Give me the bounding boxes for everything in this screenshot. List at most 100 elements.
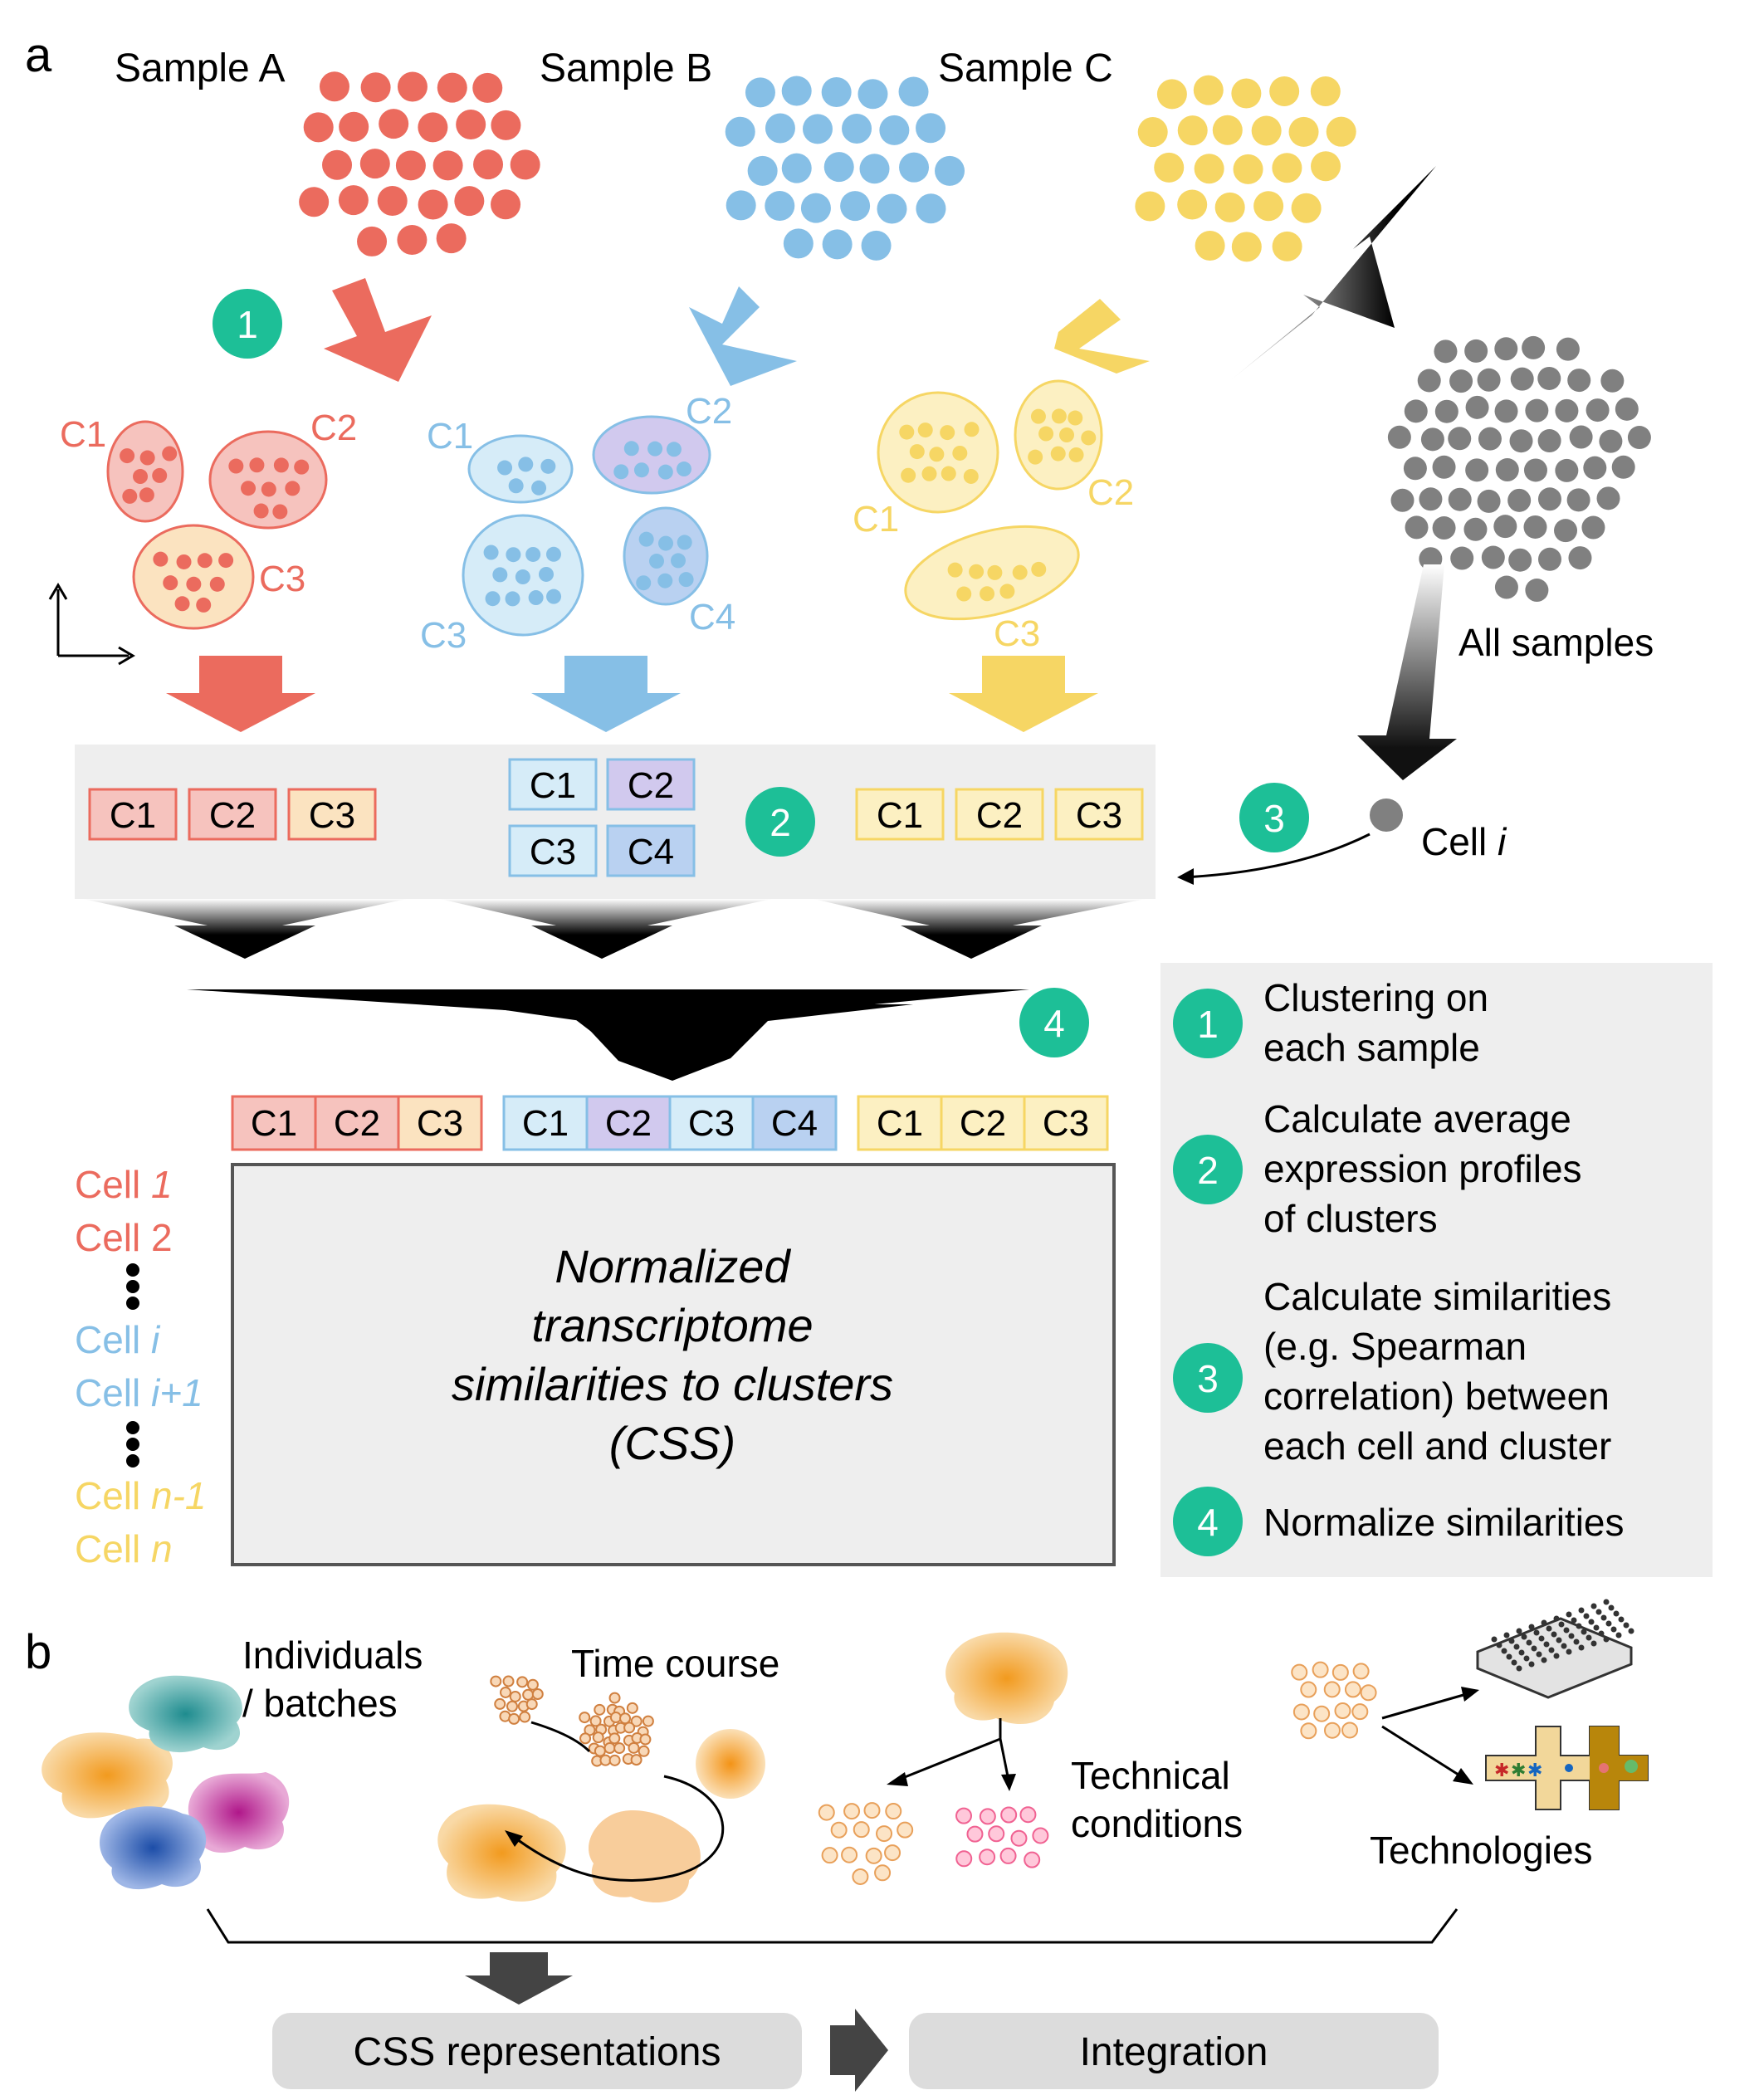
svg-text:Cell i: Cell i <box>75 1318 161 1361</box>
svg-text:1: 1 <box>237 303 258 346</box>
svg-text:C1: C1 <box>877 795 923 836</box>
svg-text:(e.g. Spearman: (e.g. Spearman <box>1263 1325 1527 1368</box>
svg-text:C1: C1 <box>110 795 156 836</box>
svg-text:each sample: each sample <box>1263 1026 1480 1069</box>
svg-text:C3: C3 <box>1076 795 1122 836</box>
step-2-badge: 2 <box>745 787 815 857</box>
c-cluster-c1-label: C1 <box>853 499 899 540</box>
right-arrow-gray <box>830 2009 888 2092</box>
c-cluster-c3-label: C3 <box>994 613 1040 654</box>
arrow-b-to-box <box>531 656 681 732</box>
svg-text:C1: C1 <box>522 1103 569 1144</box>
cell-i-label: Cell i <box>1421 820 1507 863</box>
svg-text:Calculate similarities: Calculate similarities <box>1263 1275 1611 1318</box>
down-arrow-gray <box>465 1952 573 2005</box>
svg-text:C2: C2 <box>976 795 1023 836</box>
b-cluster-c4-label: C4 <box>689 597 735 637</box>
sample-a-clusters: C1 C2 C3 <box>60 408 357 630</box>
axes-icon <box>48 583 135 666</box>
technologies-icon: ✱ ✱ ✱ <box>1291 1599 1649 1810</box>
cluster-profiles-a: C1 C2 C3 <box>88 788 377 841</box>
svg-text:Cell 1: Cell 1 <box>75 1163 173 1206</box>
panel-b-label: b <box>25 1625 51 1679</box>
sample-c-label: Sample C <box>938 46 1113 90</box>
svg-text:C2: C2 <box>209 795 256 836</box>
svg-text:3: 3 <box>1263 797 1285 840</box>
svg-text:Cell i+1: Cell i+1 <box>75 1371 203 1414</box>
individuals-batches-icon <box>42 1675 290 1890</box>
svg-text:Cell n: Cell n <box>75 1527 173 1570</box>
b-cluster-c2-label: C2 <box>686 391 732 432</box>
svg-text:C2: C2 <box>960 1103 1006 1144</box>
sample-a-label: Sample A <box>115 46 285 90</box>
step-1-badge: 1 <box>213 289 282 359</box>
svg-text:2: 2 <box>1197 1149 1219 1192</box>
svg-text:Cell n-1: Cell n-1 <box>75 1474 207 1517</box>
svg-text:Cell 2: Cell 2 <box>75 1216 173 1259</box>
svg-text:1: 1 <box>1197 1003 1219 1046</box>
css-matrix-title: Normalized transcriptome similarities to… <box>452 1240 893 1469</box>
arrow-b-down <box>689 286 797 386</box>
individuals-label-2: / batches <box>242 1682 398 1725</box>
b-cluster-c3-label: C3 <box>420 615 467 656</box>
svg-text:C3: C3 <box>309 795 355 836</box>
svg-text:(CSS): (CSS) <box>609 1417 735 1469</box>
svg-text:C3: C3 <box>530 832 576 872</box>
svg-text:Normalized: Normalized <box>555 1240 791 1292</box>
arrow-a-down <box>324 278 432 382</box>
step-3-badge: 3 <box>1239 783 1309 852</box>
sample-a-cells <box>299 71 540 256</box>
svg-text:expression profiles: expression profiles <box>1263 1147 1582 1190</box>
c-cluster-c2-label: C2 <box>1087 472 1134 513</box>
arrow-cell-to-box <box>1182 833 1371 879</box>
legend-step-2: 2 Calculate average expression profiles … <box>1173 1097 1582 1240</box>
arrow-c-to-box <box>949 656 1098 732</box>
svg-text:C4: C4 <box>771 1103 818 1144</box>
legend-box <box>1160 963 1713 1577</box>
svg-text:of clusters: of clusters <box>1263 1197 1438 1240</box>
svg-text:Calculate average: Calculate average <box>1263 1097 1571 1140</box>
svg-text:Clustering on: Clustering on <box>1263 976 1488 1019</box>
svg-text:2: 2 <box>770 801 791 844</box>
technical-label-1: Technical <box>1071 1754 1230 1797</box>
legend-step-1: 1 Clustering on each sample <box>1173 976 1488 1069</box>
time-course-icon <box>437 1675 765 1903</box>
svg-text:✱: ✱ <box>1511 1760 1526 1780</box>
svg-text:✱: ✱ <box>1494 1760 1509 1780</box>
step-4-badge: 4 <box>1019 988 1089 1057</box>
legend-step-4: 4 Normalize similarities <box>1173 1487 1625 1556</box>
ellipsis-dots <box>126 1263 139 1468</box>
technical-conditions-icon <box>818 1632 1068 1885</box>
merge-arrow-b <box>440 899 772 959</box>
svg-text:✱: ✱ <box>1527 1760 1542 1780</box>
a-cluster-c3-label: C3 <box>259 559 305 599</box>
sample-c-clusters: C1 C2 C3 <box>853 379 1134 654</box>
a-cluster-c1-label: C1 <box>60 414 106 455</box>
svg-text:similarities to clusters: similarities to clusters <box>452 1358 893 1410</box>
individuals-label-1: Individuals <box>242 1634 423 1677</box>
svg-text:C2: C2 <box>334 1103 380 1144</box>
css-representations-box <box>272 2013 802 2089</box>
b-cluster-c1-label: C1 <box>427 416 473 457</box>
legend-step-3: 3 Calculate similarities (e.g. Spearman … <box>1173 1275 1611 1468</box>
all-samples-cells <box>1387 335 1651 603</box>
svg-text:C4: C4 <box>628 832 674 872</box>
svg-text:C3: C3 <box>1043 1103 1089 1144</box>
svg-text:each cell and cluster: each cell and cluster <box>1263 1424 1611 1468</box>
sample-b-clusters: C1 C2 C3 C4 <box>420 391 735 656</box>
arrow-a-to-box <box>166 656 315 732</box>
sample-b-label: Sample B <box>540 46 712 90</box>
svg-text:C1: C1 <box>251 1103 297 1144</box>
cell-i-dot <box>1370 798 1403 832</box>
time-course-label: Time course <box>571 1642 779 1685</box>
a-cluster-c2-label: C2 <box>310 408 357 448</box>
arrow-c-down <box>1054 299 1150 374</box>
arrow-c-to-all <box>1229 166 1436 382</box>
svg-text:C3: C3 <box>688 1103 735 1144</box>
merge-arrow-a <box>83 899 407 959</box>
bracket <box>206 1908 1459 1944</box>
arrow-all-to-cell <box>1357 564 1457 780</box>
svg-text:C1: C1 <box>877 1103 923 1144</box>
svg-text:correlation) between: correlation) between <box>1263 1375 1610 1418</box>
